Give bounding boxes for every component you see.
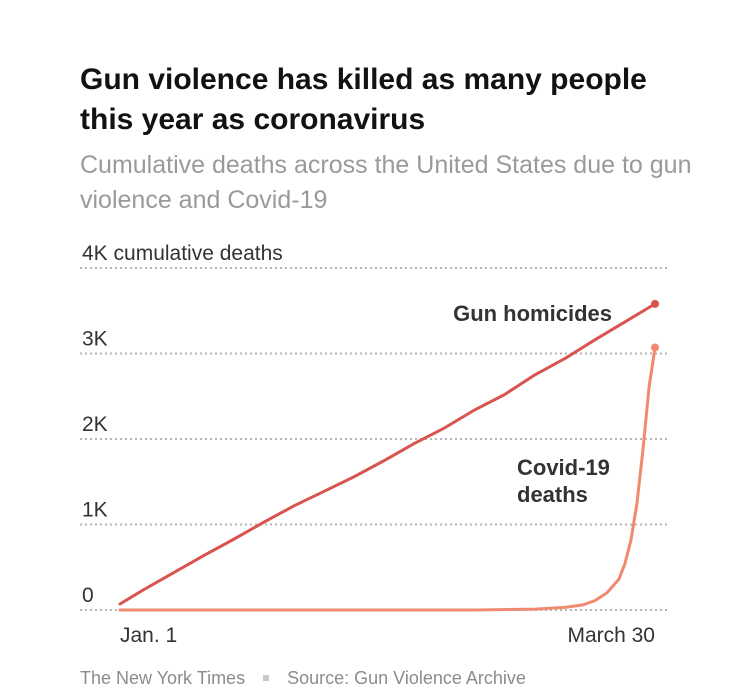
x-tick-label-0: Jan. 1 [120,624,177,647]
series-endpoint-gun [651,299,659,308]
series-label-gun: Gun homicides [453,301,612,326]
series-label-covid-line-0: Covid-19 [517,455,610,480]
chart-title: Gun violence has killed as many people t… [80,63,647,136]
series-endpoint-covid [651,343,659,352]
y-tick-label-1: 1K [82,499,108,522]
y-tick-label-3: 3K [82,328,108,351]
footer: The New York Times Source: Gun Violence A… [80,668,526,689]
series-line-covid [118,346,657,612]
series-label-covid-line-1: deaths [517,482,588,507]
source-credit: Source: Gun Violence Archive [287,668,526,688]
series-label-covid: Covid-19 deaths [517,455,610,507]
y-tick-label-2: 2K [82,413,108,436]
chart-subtitle: Cumulative deaths across the United Stat… [80,151,692,214]
y-tick-label-4: 4K cumulative deaths [82,242,283,265]
footer-separator [263,674,270,681]
series-line-gun [118,302,657,606]
y-tick-label-0: 0 [82,584,94,607]
publisher-credit: The New York Times [80,668,246,688]
x-tick-label-1: March 30 [567,624,655,647]
